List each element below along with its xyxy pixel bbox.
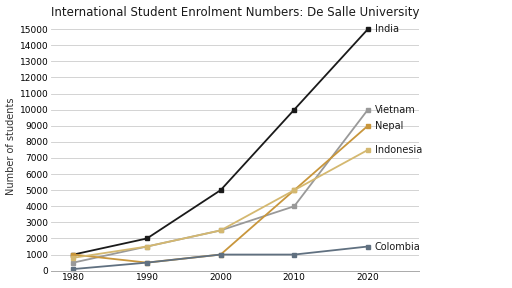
Colombia xyxy=(218,253,224,256)
Text: India: India xyxy=(375,24,399,34)
Line: India: India xyxy=(71,27,370,257)
Nepal xyxy=(70,253,76,256)
Vietnam xyxy=(291,204,297,208)
Nepal xyxy=(144,261,150,264)
Line: Indonesia: Indonesia xyxy=(71,147,370,260)
Text: Colombia: Colombia xyxy=(375,242,420,251)
Indonesia xyxy=(291,188,297,192)
Nepal xyxy=(291,188,297,192)
Vietnam xyxy=(70,261,76,264)
India xyxy=(144,237,150,240)
Y-axis label: Number of students: Number of students xyxy=(6,97,15,195)
Title: International Student Enrolment Numbers: De Salle University: International Student Enrolment Numbers:… xyxy=(51,5,419,18)
Vietnam xyxy=(365,108,371,111)
Colombia xyxy=(291,253,297,256)
Colombia xyxy=(365,245,371,248)
India xyxy=(218,188,224,192)
Nepal xyxy=(218,253,224,256)
Line: Vietnam: Vietnam xyxy=(71,107,370,265)
Vietnam xyxy=(144,245,150,248)
Line: Colombia: Colombia xyxy=(71,244,370,272)
Indonesia xyxy=(218,229,224,232)
Vietnam xyxy=(218,229,224,232)
Text: Nepal: Nepal xyxy=(375,121,403,131)
Nepal xyxy=(365,124,371,128)
India xyxy=(70,253,76,256)
Indonesia xyxy=(70,256,76,259)
Colombia xyxy=(144,261,150,264)
Text: Indonesia: Indonesia xyxy=(375,145,422,155)
Indonesia xyxy=(144,245,150,248)
India xyxy=(291,108,297,111)
Text: Vietnam: Vietnam xyxy=(375,105,416,115)
Colombia xyxy=(70,267,76,271)
Line: Nepal: Nepal xyxy=(71,123,370,265)
India xyxy=(365,27,371,31)
Indonesia xyxy=(365,148,371,152)
